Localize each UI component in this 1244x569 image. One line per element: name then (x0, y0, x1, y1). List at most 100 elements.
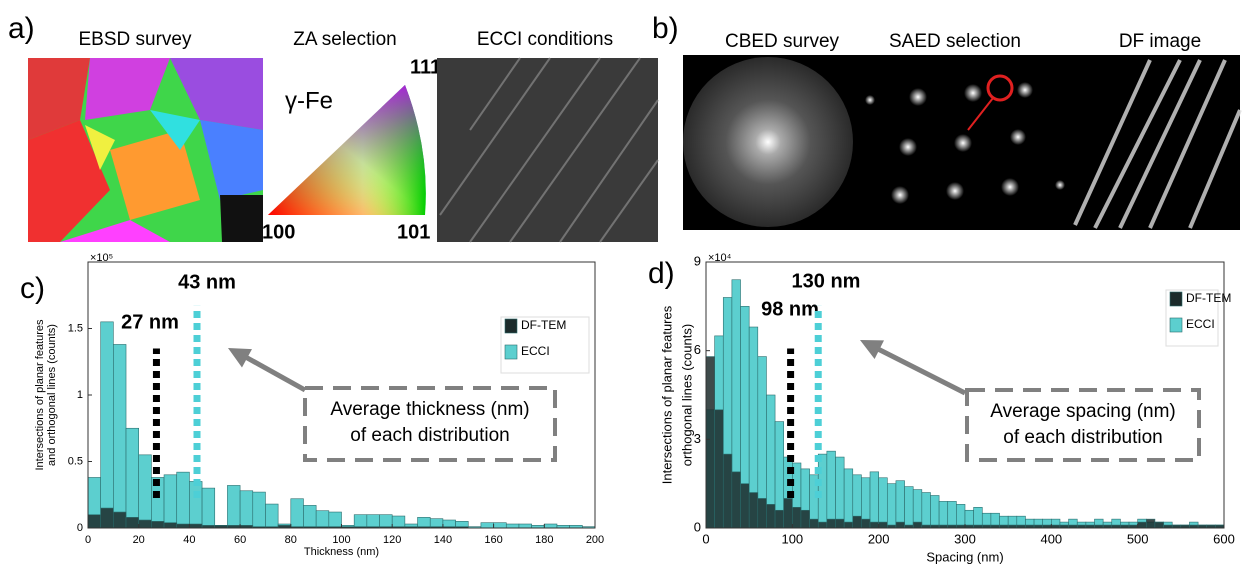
legend-swatch (505, 319, 517, 333)
marker-label: 43 nm (178, 271, 236, 293)
histogram-bar (844, 522, 853, 528)
histogram-bar (544, 524, 557, 528)
histogram-bar (519, 524, 532, 528)
histogram-bar (316, 511, 329, 528)
histogram-bar (766, 504, 775, 528)
histogram-bar (741, 484, 750, 528)
histogram-bar (291, 499, 304, 528)
image-title: EBSD survey (79, 29, 192, 50)
x-tick-label: 100 (332, 534, 350, 546)
histogram-bar (139, 520, 152, 528)
image-title: ECCI conditions (477, 29, 613, 50)
y-axis-label: Intersections of planar features (659, 305, 674, 484)
ebsd-map (28, 58, 263, 242)
x-tick-label: 140 (434, 534, 452, 546)
y-tick-label: 1 (77, 389, 83, 401)
x-tick-label: 600 (1213, 531, 1235, 546)
x-axis-label: Thickness (nm) (304, 546, 379, 558)
legend-swatch (1170, 318, 1182, 332)
histogram-bar (202, 488, 215, 528)
callout-arrow (874, 347, 965, 393)
x-tick-label: 100 (781, 531, 803, 546)
histogram-bar (905, 487, 914, 528)
histogram-bar (101, 322, 114, 528)
y-scale-label: ×10⁴ (708, 252, 732, 264)
pole-label: 100 (262, 221, 295, 243)
panel-label: c) (20, 272, 45, 305)
legend-label: DF-TEM (521, 318, 566, 332)
callout-text: of each distribution (1003, 427, 1163, 448)
x-tick-label: 300 (954, 531, 976, 546)
histogram-bar (126, 428, 139, 528)
y-tick-label: 1.5 (68, 322, 83, 334)
histogram-bar (481, 523, 494, 528)
histogram-bar (265, 504, 278, 528)
callout-text: of each distribution (350, 425, 510, 446)
x-tick-label: 180 (535, 534, 553, 546)
image-title: CBED survey (725, 31, 840, 52)
panel-label: d) (648, 257, 675, 290)
callout-arrow (242, 355, 305, 390)
x-tick-label: 500 (1127, 531, 1149, 546)
histogram-bar (354, 515, 367, 528)
y-scale-label: ×10⁵ (90, 252, 113, 264)
x-tick-label: 0 (85, 534, 91, 546)
image-title: ZA selection (293, 29, 397, 50)
legend-label: DF-TEM (1186, 291, 1231, 305)
histogram-bar (758, 498, 767, 528)
histogram-bar (715, 410, 724, 528)
pole-label: 101 (397, 221, 430, 243)
legend-label: ECCI (1186, 317, 1215, 331)
histogram-bar (948, 501, 957, 528)
histogram-bar (749, 493, 758, 528)
figure: a) EBSD survey ZA selection ECCI conditi… (0, 0, 1244, 569)
histogram-bar (1138, 522, 1147, 528)
image-title: SAED selection (889, 31, 1021, 52)
x-tick-label: 400 (1040, 531, 1062, 546)
histogram-bar (792, 507, 801, 528)
histogram-bar (151, 521, 164, 528)
histogram-bar (392, 516, 405, 528)
histogram-bar (164, 475, 177, 528)
histogram-bar (1155, 522, 1164, 528)
histogram-bar (189, 524, 202, 528)
histogram-bar (870, 522, 879, 528)
histogram-bar (956, 504, 965, 528)
histogram-bar (930, 495, 939, 528)
histogram-bar (1146, 519, 1155, 528)
histogram-bar (853, 516, 862, 528)
panel-label: b) (652, 12, 679, 45)
legend-swatch (1170, 292, 1182, 306)
histogram-bar (113, 512, 126, 528)
histogram-bar (827, 451, 836, 528)
x-tick-label: 40 (183, 534, 195, 546)
histogram-bar (775, 510, 784, 528)
marker-label: 27 nm (121, 311, 179, 333)
histogram-bar (506, 524, 519, 528)
histogram-bar (861, 519, 870, 528)
histogram-bar (879, 478, 888, 528)
histogram-bar (329, 512, 342, 528)
phase-label: γ-Fe (285, 87, 333, 114)
histogram-bar (836, 519, 845, 528)
histogram-bar (303, 505, 316, 528)
histogram-bar (706, 357, 715, 528)
callout-text: Average thickness (nm) (330, 399, 529, 420)
histogram-bar (177, 524, 190, 528)
x-tick-label: 60 (234, 534, 246, 546)
histogram-bar (164, 523, 177, 528)
histogram-bar (113, 344, 126, 528)
histogram-bar (836, 457, 845, 528)
x-tick-label: 20 (133, 534, 145, 546)
y-tick-label: 9 (694, 253, 701, 268)
marker-label: 98 nm (761, 298, 819, 320)
image-title: DF image (1119, 31, 1201, 52)
histogram-bar (887, 484, 896, 528)
histogram-bar (922, 493, 931, 528)
histogram-bar (939, 501, 948, 528)
y-tick-label: 6 (694, 342, 701, 357)
pole-label: 111 (410, 56, 441, 78)
histogram-bar (810, 519, 819, 528)
histogram-bar (913, 522, 922, 528)
y-axis-label: orthogonal lines (counts) (679, 324, 694, 466)
